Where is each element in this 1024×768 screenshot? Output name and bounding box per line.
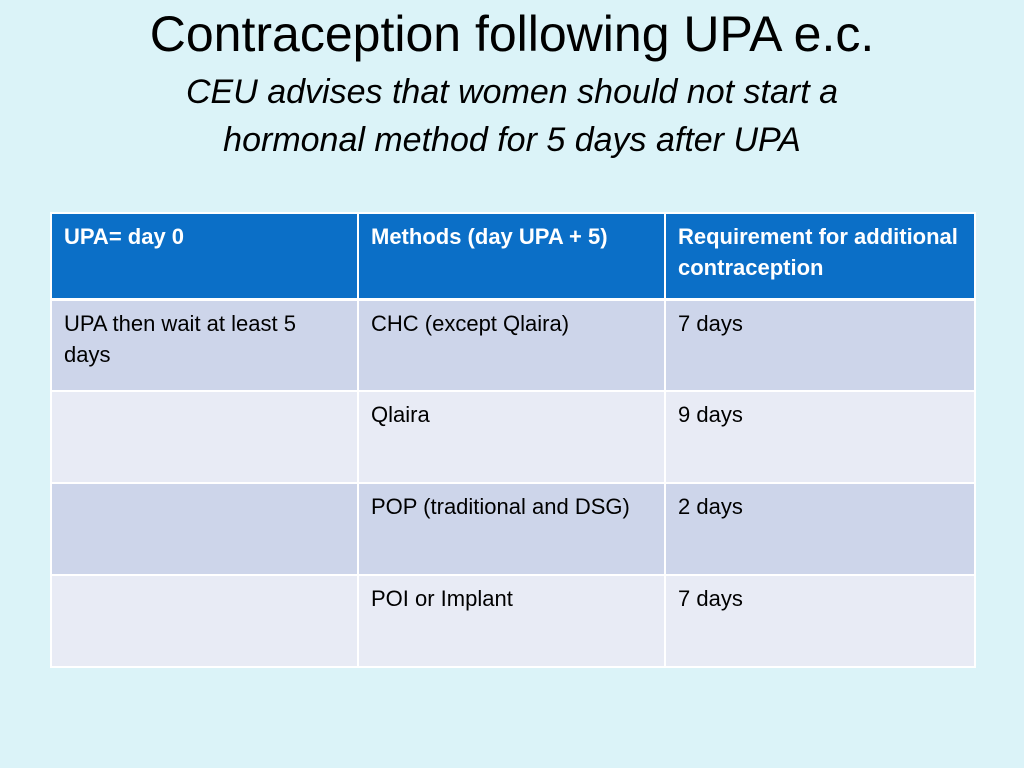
cell-upa bbox=[50, 390, 359, 484]
subtitle-line-2: hormonal method for 5 days after UPA bbox=[223, 121, 801, 159]
contraception-table: UPA= day 0 Methods (day UPA + 5) Require… bbox=[50, 212, 976, 668]
cell-method: POI or Implant bbox=[357, 574, 666, 668]
cell-upa bbox=[50, 574, 359, 668]
cell-requirement: 2 days bbox=[664, 482, 976, 576]
table-row: Qlaira 9 days bbox=[50, 390, 976, 484]
header-methods: Methods (day UPA + 5) bbox=[357, 212, 666, 301]
cell-requirement: 9 days bbox=[664, 390, 976, 484]
table-row: POP (traditional and DSG) 2 days bbox=[50, 482, 976, 576]
cell-method: CHC (except Qlaira) bbox=[357, 298, 666, 392]
header-requirement: Requirement for additional contraception bbox=[664, 212, 976, 301]
table-header-row: UPA= day 0 Methods (day UPA + 5) Require… bbox=[50, 212, 976, 301]
cell-upa bbox=[50, 482, 359, 576]
cell-requirement: 7 days bbox=[664, 574, 976, 668]
cell-method: POP (traditional and DSG) bbox=[357, 482, 666, 576]
header-upa-day: UPA= day 0 bbox=[50, 212, 359, 301]
table-row: UPA then wait at least 5 days CHC (excep… bbox=[50, 298, 976, 392]
slide-title: Contraception following UPA e.c. bbox=[149, 6, 875, 62]
cell-requirement: 7 days bbox=[664, 298, 976, 392]
subtitle-line-1: CEU advises that women should not start … bbox=[186, 73, 838, 111]
slide-subtitle: CEU advises that women should not start … bbox=[0, 68, 1024, 164]
cell-upa: UPA then wait at least 5 days bbox=[50, 298, 359, 392]
table-row: POI or Implant 7 days bbox=[50, 574, 976, 668]
cell-method: Qlaira bbox=[357, 390, 666, 484]
